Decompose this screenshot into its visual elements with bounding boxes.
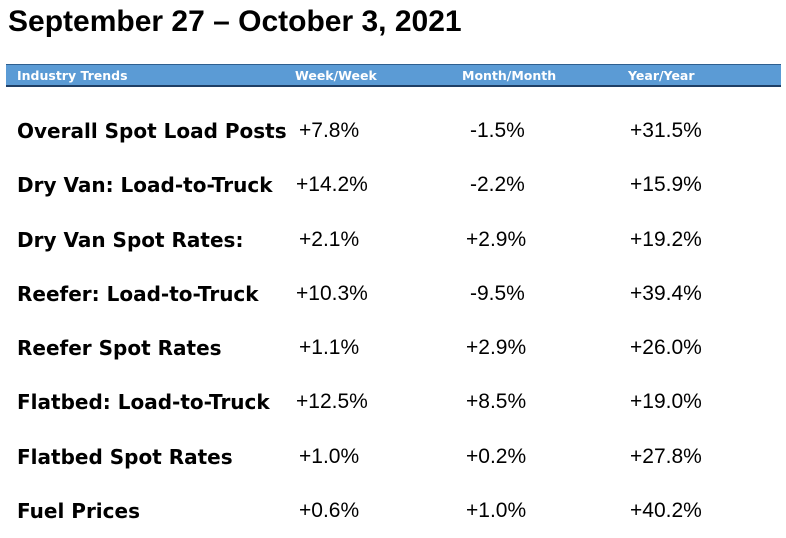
row-label: Dry Van: Load-to-Truck [17,173,273,198]
trends-table-body: Overall Spot Load Posts +7.8% -1.5% +31.… [0,104,786,538]
month-value: -2.2% [470,173,525,197]
table-row: Fuel Prices +0.6% +1.0% +40.2% [0,484,786,538]
year-value: +39.4% [630,281,702,305]
week-value: +0.6% [299,499,360,523]
page-title: September 27 – October 3, 2021 [8,5,462,38]
week-value: +1.0% [299,444,360,468]
year-value: +27.8% [630,444,702,468]
month-value: +1.0% [466,499,527,523]
month-value: -9.5% [470,281,525,305]
week-value: +7.8% [299,119,360,142]
table-row: Overall Spot Load Posts +7.8% -1.5% +31.… [0,104,786,158]
table-row: Reefer: Load-to-Truck +10.3% -9.5% +39.4… [0,267,786,321]
week-value: +2.1% [299,227,360,251]
header-week-week: Week/Week [295,68,377,83]
month-value: +8.5% [466,390,527,414]
month-value: +2.9% [466,227,527,251]
row-label: Dry Van Spot Rates: [17,227,244,252]
table-row: Reefer Spot Rates +1.1% +2.9% +26.0% [0,321,786,375]
week-value: +10.3% [296,281,368,305]
row-label: Reefer Spot Rates [17,336,222,361]
header-industry-trends: Industry Trends [17,68,128,83]
row-label: Flatbed: Load-to-Truck [17,390,270,415]
table-row: Dry Van Spot Rates: +2.1% +2.9% +19.2% [0,213,786,267]
header-year-year: Year/Year [628,68,695,83]
row-label: Fuel Prices [17,499,140,524]
year-value: +31.5% [630,119,702,142]
table-header: Industry Trends Week/Week Month/Month Ye… [6,64,781,87]
month-value: -1.5% [470,119,525,142]
row-label: Reefer: Load-to-Truck [17,281,259,306]
table-row: Dry Van: Load-to-Truck +14.2% -2.2% +15.… [0,158,786,212]
table-row: Flatbed: Load-to-Truck +12.5% +8.5% +19.… [0,375,786,429]
month-value: +0.2% [466,444,527,468]
year-value: +15.9% [630,173,702,197]
month-value: +2.9% [466,336,527,360]
year-value: +19.0% [630,390,702,414]
table-row: Flatbed Spot Rates +1.0% +0.2% +27.8% [0,430,786,484]
year-value: +19.2% [630,227,702,251]
header-month-month: Month/Month [462,68,557,83]
row-label: Flatbed Spot Rates [17,444,233,469]
year-value: +26.0% [630,336,702,360]
week-value: +1.1% [299,336,360,360]
row-label: Overall Spot Load Posts [17,119,287,143]
week-value: +12.5% [296,390,368,414]
year-value: +40.2% [630,499,702,523]
week-value: +14.2% [296,173,368,197]
